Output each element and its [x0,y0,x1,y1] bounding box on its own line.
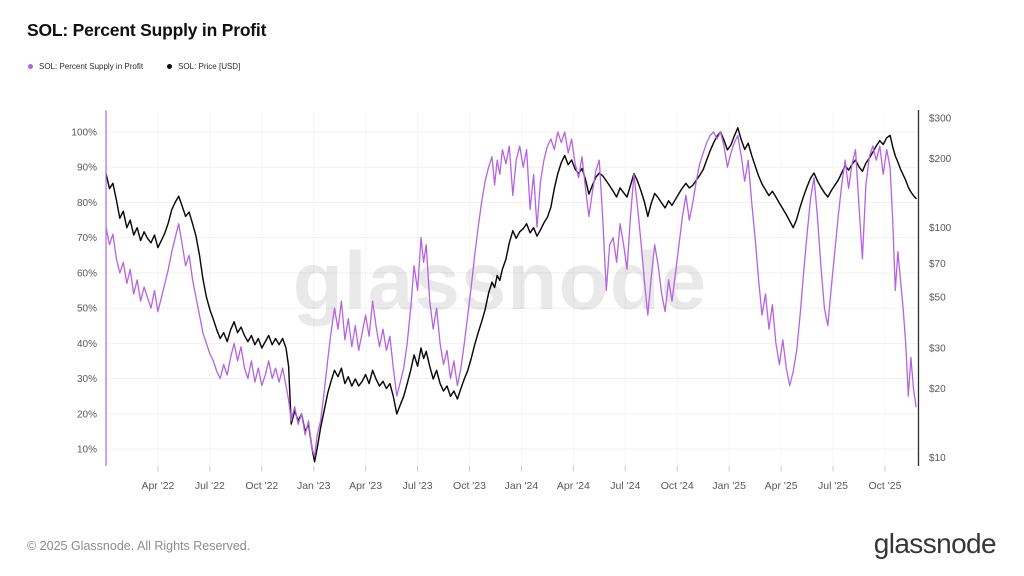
svg-text:Jan '23: Jan '23 [297,480,331,492]
glassnode-logo: glassnode [873,528,997,559]
svg-text:90%: 90% [77,163,97,174]
legend-item-percent-supply-in-profit[interactable]: SOL: Percent Supply in Profit [28,62,143,71]
legend-dot-purple-icon [28,64,33,69]
legend-dot-black-icon [167,64,173,69]
svg-text:Apr '24: Apr '24 [557,480,590,492]
svg-text:10%: 10% [77,444,97,455]
svg-text:Oct '22: Oct '22 [245,480,278,492]
svg-text:$300: $300 [929,114,952,125]
svg-text:Apr '22: Apr '22 [141,480,174,492]
svg-text:Jul '25: Jul '25 [818,480,848,492]
svg-text:$10: $10 [929,453,946,464]
svg-text:$200: $200 [929,154,952,165]
svg-text:Oct '25: Oct '25 [868,480,901,492]
svg-text:40%: 40% [77,339,97,350]
x-gridlines [157,111,886,466]
svg-text:Jul '23: Jul '23 [403,480,433,492]
watermark-glassnode: glassnode [293,236,708,327]
svg-text:$50: $50 [929,292,946,303]
svg-text:Jan '25: Jan '25 [712,480,746,492]
series-line-price-usd [105,127,917,463]
svg-text:$20: $20 [929,384,946,395]
svg-text:Apr '25: Apr '25 [765,480,798,492]
svg-text:50%: 50% [77,304,97,315]
svg-text:$70: $70 [929,259,946,270]
svg-text:Jul '22: Jul '22 [195,480,225,492]
svg-text:Jul '24: Jul '24 [610,480,640,492]
legend-item-price-usd[interactable]: SOL: Price [USD] [167,62,240,71]
svg-text:Apr '23: Apr '23 [349,480,382,492]
legend-label: SOL: Price [USD] [178,62,241,71]
svg-text:60%: 60% [77,268,97,279]
svg-text:Jan '24: Jan '24 [505,480,539,492]
legend-label: SOL: Percent Supply in Profit [39,62,144,71]
left-axis-labels: 10% 20% 30% 40% 50% 60% 70% 80% 90% 100% [71,128,97,456]
x-axis-labels: Apr '22 Jul '22 Oct '22 Jan '23 Apr '23 Jul '… [141,466,902,492]
svg-text:100%: 100% [71,128,97,139]
copyright-text: © 2025 Glassnode. All Rights Reserved. [27,539,251,553]
svg-text:Oct '24: Oct '24 [661,480,694,492]
chart-title: SOL: Percent Supply in Profit [27,20,267,40]
series-line-percent-supply-in-profit [105,110,917,466]
svg-text:$30: $30 [929,344,946,355]
right-axis-labels: $300 $200 $100 $70 $50 $30 $20 $10 [929,114,952,465]
svg-text:$100: $100 [929,223,952,234]
chart-legend: SOL: Percent Supply in Profit SOL: Price… [28,62,240,71]
svg-text:80%: 80% [77,198,97,209]
svg-text:30%: 30% [77,374,97,385]
svg-text:Oct '23: Oct '23 [453,480,486,492]
svg-text:70%: 70% [77,233,97,244]
svg-text:20%: 20% [77,409,97,420]
